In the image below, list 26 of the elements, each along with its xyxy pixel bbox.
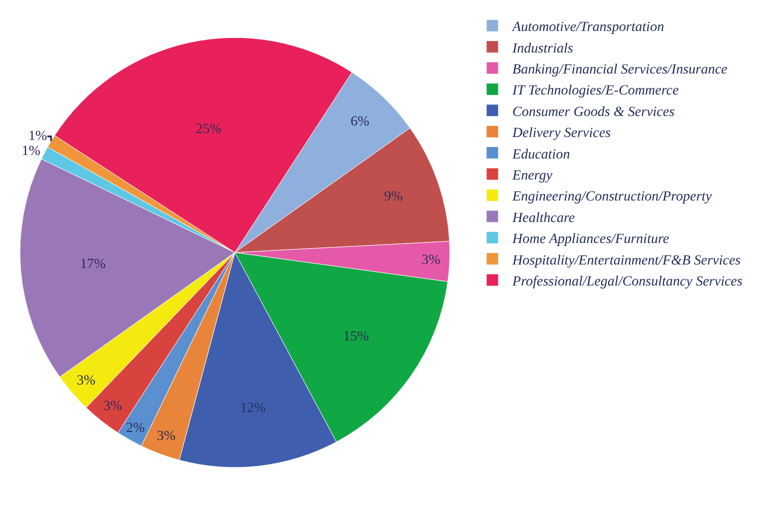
data-label: 3%: [422, 253, 441, 268]
legend-label: Energy: [511, 168, 554, 184]
data-label: 6%: [350, 114, 370, 130]
data-label: 9%: [384, 190, 404, 205]
legend-label: Home Appliances/Furniture: [511, 232, 670, 248]
data-label: 25%: [196, 122, 222, 137]
data-label: 1%: [22, 144, 41, 159]
legend-label: Automotive/Transportation: [511, 20, 664, 36]
data-label: 3%: [76, 373, 96, 388]
legend-label: Healthcare: [511, 210, 575, 226]
legend-label: Banking/Financial Services/Insurance: [512, 62, 728, 78]
legend-label: Delivery Services: [511, 126, 612, 142]
legend-label: Engineering/Construction/Property: [511, 190, 713, 205]
legend-label: Education: [511, 147, 570, 162]
data-label: 1%: [28, 128, 48, 144]
legend-label: Industrials: [511, 41, 574, 56]
legend-label: Professional/Legal/Consultancy Services: [511, 274, 744, 290]
data-label: 3%: [103, 398, 122, 414]
data-label: 15%: [343, 329, 370, 344]
legend-label: IT Technologies/E-Commerce: [511, 84, 679, 99]
legend-label: Consumer Goods & Services: [512, 104, 676, 120]
data-label: 3%: [156, 429, 176, 444]
data-label: 17%: [80, 256, 106, 272]
data-label: 2%: [126, 421, 146, 436]
data-label: 12%: [240, 401, 266, 416]
legend-label: Hospitality/Entertainment/F&B Services: [511, 253, 742, 268]
